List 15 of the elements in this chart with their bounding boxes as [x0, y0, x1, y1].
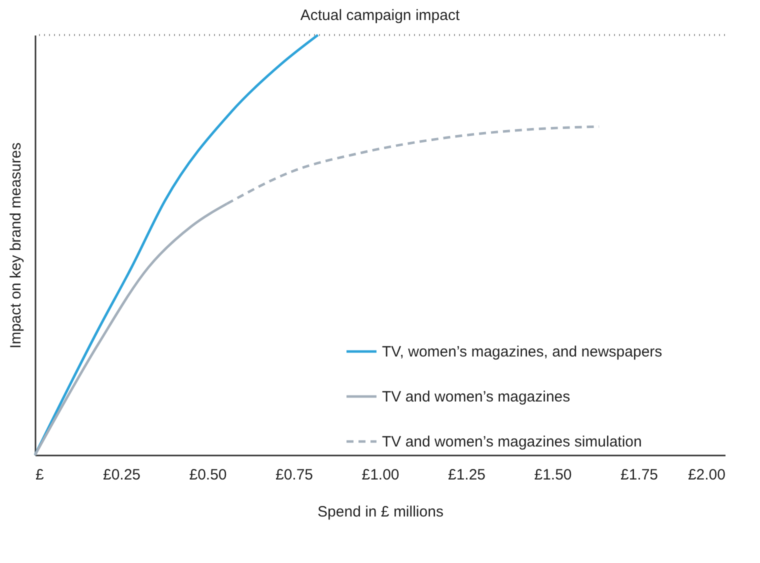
x-tick-label: £0.25 — [102, 466, 141, 484]
y-axis-title: Impact on key brand measures — [8, 142, 24, 348]
x-tick-label: £1.75 — [620, 466, 658, 484]
x-tick-label: £1.25 — [448, 466, 486, 484]
x-tick-label: £1.50 — [534, 466, 572, 484]
x-tick-label: £0.50 — [189, 466, 227, 484]
x-tick-label: £2.00 — [688, 466, 726, 484]
legend-label: TV and women’s magazines — [382, 388, 570, 406]
legend-label: TV, women’s magazines, and newspapers — [382, 344, 662, 360]
legend-label: TV and women’s magazines simulation — [382, 434, 642, 450]
x-tick-label: £ — [36, 466, 44, 484]
x-tick-label: £1.00 — [362, 466, 400, 484]
x-axis-title: Spend in £ millions — [318, 504, 444, 520]
x-tick-label: £0.75 — [275, 466, 314, 484]
ref-line-label: Actual campaign impact — [300, 7, 460, 24]
